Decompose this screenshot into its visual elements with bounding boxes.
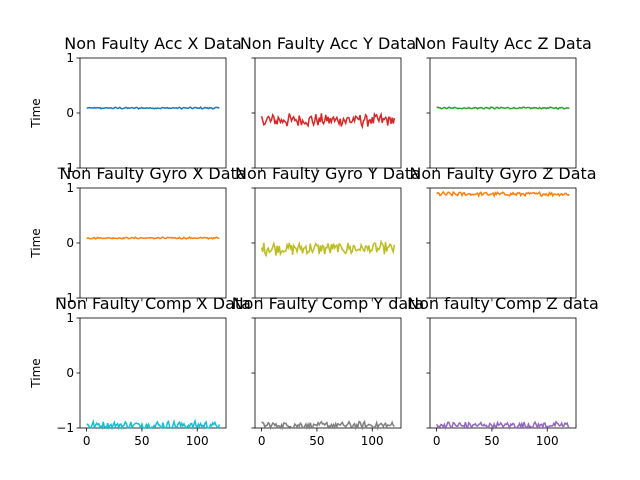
y-tick-label: −1 bbox=[56, 291, 74, 305]
subplot-2: Non Faulty Acc Y Data bbox=[240, 34, 416, 172]
x-tick-label: 50 bbox=[134, 434, 149, 448]
subplot-title: Non Faulty Gyro Y Data bbox=[235, 164, 421, 183]
axes-frame bbox=[79, 57, 227, 169]
series-line bbox=[260, 111, 396, 130]
subplot-title: Non Faulty Gyro X Data bbox=[59, 164, 246, 183]
y-tick-label: −1 bbox=[56, 161, 74, 175]
subplot-6: Non Faulty Gyro Z Data bbox=[409, 164, 597, 302]
subplot-5: Non Faulty Gyro Y Data bbox=[235, 164, 421, 302]
subplot-title: Non Faulty Comp X Data bbox=[55, 294, 251, 313]
subplot-title: Non Faulty Comp Y data bbox=[232, 294, 425, 313]
subplot-title: Non Faulty Acc Z Data bbox=[414, 34, 592, 53]
axes-frame bbox=[429, 57, 577, 169]
x-tick-label: 0 bbox=[83, 434, 91, 448]
y-tick-label: 0 bbox=[66, 236, 74, 250]
series-line bbox=[260, 239, 396, 258]
x-tick-label: 0 bbox=[433, 434, 441, 448]
y-tick-label: 1 bbox=[66, 51, 74, 65]
subplot-title: Non Faulty Gyro Z Data bbox=[409, 164, 596, 183]
axes-frame bbox=[429, 187, 577, 299]
y-tick-label: −1 bbox=[56, 421, 74, 435]
subplot-title: Non Faulty Acc X Data bbox=[64, 34, 242, 53]
axes-frame bbox=[254, 187, 402, 299]
x-tick-label: 100 bbox=[186, 434, 209, 448]
subplot-title: Non faulty Comp Z data bbox=[407, 294, 599, 313]
y-axis-label: Time bbox=[29, 228, 43, 258]
series-line bbox=[86, 236, 220, 240]
series-line bbox=[86, 418, 221, 431]
subplot-3: Non Faulty Acc Z Data bbox=[414, 34, 592, 172]
subplot-8: 0 50 100 Non Faulty Comp Y data bbox=[232, 294, 425, 448]
y-tick-label: 1 bbox=[66, 181, 74, 195]
y-tick-label: 0 bbox=[66, 366, 74, 380]
subplot-9: 0 50 100 Non faulty Comp Z data bbox=[407, 294, 599, 448]
subplot-7: −1 0 1 0 50 100 Non Faulty Comp X Data Time bbox=[29, 294, 251, 448]
axes-frame bbox=[254, 317, 402, 429]
series-line bbox=[261, 419, 395, 431]
x-tick-label: 100 bbox=[536, 434, 559, 448]
y-tick-label: 1 bbox=[66, 311, 74, 325]
y-axis-label: Time bbox=[29, 98, 43, 128]
axes-frame bbox=[254, 57, 402, 169]
subplot-title: Non Faulty Acc Y Data bbox=[240, 34, 416, 53]
series-line bbox=[436, 190, 570, 198]
series-line bbox=[436, 106, 570, 110]
axes-frame bbox=[79, 317, 227, 429]
y-axis-label: Time bbox=[29, 358, 43, 388]
x-tick-label: 50 bbox=[484, 434, 499, 448]
x-tick-label: 0 bbox=[258, 434, 266, 448]
series-line bbox=[435, 420, 570, 431]
x-tick-label: 50 bbox=[309, 434, 324, 448]
y-tick-label: 0 bbox=[66, 106, 74, 120]
axes-frame bbox=[429, 317, 577, 429]
series-line bbox=[86, 105, 220, 111]
axes-frame bbox=[79, 187, 227, 299]
x-tick-label: 100 bbox=[361, 434, 384, 448]
